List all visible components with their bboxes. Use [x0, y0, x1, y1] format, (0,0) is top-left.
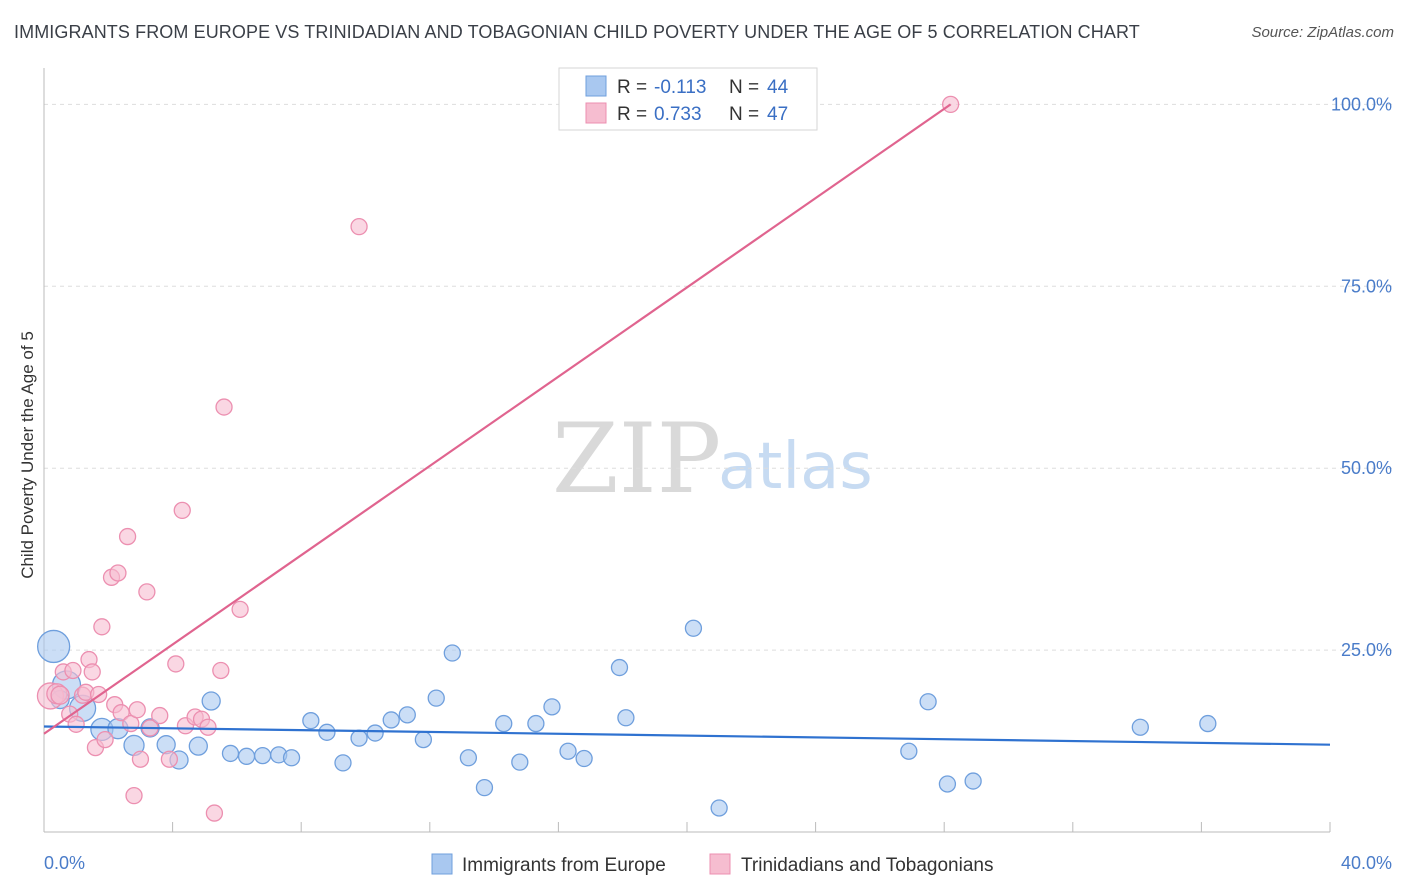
blue-point-34 — [575, 749, 593, 768]
y-axis-label: Child Poverty Under the Age of 5 — [18, 331, 37, 579]
blue-point-44 — [1199, 714, 1217, 733]
blue-point-17 — [302, 712, 320, 730]
blue-point-27 — [459, 749, 478, 767]
series-legend-swatch-pink — [709, 853, 731, 875]
watermark-zip: ZIP — [552, 403, 721, 515]
y-tick-label-25: 25.0% — [1341, 640, 1392, 660]
pink-point-22 — [128, 701, 146, 719]
pink-point-21 — [125, 786, 143, 805]
legend-swatch-blue — [585, 75, 607, 97]
pink-point-2 — [50, 685, 70, 705]
legend-r-label-pink: R = — [617, 104, 647, 125]
blue-point-11 — [201, 691, 221, 711]
blue-point-43 — [1131, 718, 1149, 736]
blue-point-40 — [919, 693, 937, 711]
blue-point-29 — [495, 714, 513, 733]
pink-point-26 — [151, 706, 169, 725]
x-tick-label-min: 0.0% — [44, 853, 85, 873]
blue-point-12 — [221, 744, 240, 763]
series-legend: Immigrants from Europe Trinidadians and … — [431, 853, 993, 876]
x-tick-label-max: 40.0% — [1341, 853, 1392, 873]
legend-n-value-blue: 44 — [767, 77, 789, 98]
watermark-atlas: atlas — [718, 430, 873, 504]
y-tick-label-100: 100.0% — [1331, 94, 1392, 114]
series-legend-label-blue: Immigrants from Europe — [462, 855, 666, 876]
pink-point-34 — [205, 804, 224, 822]
pink-point-14 — [96, 730, 114, 749]
blue-point-24 — [414, 730, 433, 749]
blue-point-26 — [443, 644, 461, 662]
blue-point-30 — [511, 753, 529, 771]
blue-point-31 — [527, 714, 545, 733]
pink-trend-line — [43, 103, 952, 735]
blue-point-13 — [237, 747, 256, 765]
pink-point-36 — [215, 398, 233, 416]
y-tick-label-50: 50.0% — [1341, 458, 1392, 478]
pink-point-27 — [160, 750, 179, 768]
trend-lines — [43, 103, 1331, 746]
blue-point-18 — [318, 723, 336, 741]
y-axis-tick-labels: 25.0% 50.0% 75.0% 100.0% — [1331, 94, 1392, 660]
blue-point-37 — [684, 619, 703, 637]
blue-point-8 — [156, 735, 176, 755]
pink-point-29 — [173, 501, 191, 520]
chart-title: IMMIGRANTS FROM EUROPE VS TRINIDADIAN AN… — [14, 22, 1140, 42]
pink-point-19 — [118, 527, 137, 546]
blue-point-33 — [559, 742, 577, 760]
blue-point-42 — [964, 772, 982, 790]
pink-point-37 — [231, 600, 249, 618]
series-legend-label-pink: Trinidadians and Tobagonians — [741, 855, 993, 876]
blue-point-28 — [475, 778, 494, 797]
blue-point-19 — [334, 754, 352, 772]
blue-point-36 — [617, 709, 635, 727]
pink-point-38 — [350, 217, 368, 236]
pink-point-28 — [167, 655, 185, 673]
legend-swatch-pink — [585, 102, 607, 124]
correlation-legend: R = -0.113 N = 44 R = 0.733 N = 47 — [558, 67, 818, 131]
blue-point-41 — [938, 775, 957, 793]
legend-n-label-pink: N = — [729, 104, 759, 125]
series-legend-swatch-blue — [431, 853, 453, 875]
legend-n-value-pink: 47 — [767, 104, 788, 125]
pink-point-33 — [199, 718, 217, 736]
series-trinidadians-and-tobagonians — [36, 95, 960, 822]
pink-point-13 — [93, 618, 111, 636]
blue-point-20 — [350, 729, 368, 747]
grid-lines — [44, 103, 1392, 651]
blue-point-38 — [710, 799, 728, 817]
blue-trend-line — [43, 725, 1331, 746]
pink-point-10 — [83, 663, 101, 681]
pink-point-6 — [67, 715, 85, 733]
blue-point-14 — [253, 746, 272, 765]
pink-point-5 — [64, 661, 82, 680]
blue-point-35 — [610, 658, 629, 677]
blue-point-39 — [900, 742, 918, 760]
blue-point-22 — [382, 711, 400, 729]
pink-point-23 — [131, 750, 150, 768]
blue-point-10 — [188, 736, 208, 756]
y-tick-label-75: 75.0% — [1341, 276, 1392, 296]
legend-n-label-blue: N = — [729, 77, 759, 98]
source-label: Source: ZipAtlas.com — [1251, 24, 1394, 41]
x-axis-ticks — [172, 822, 1331, 832]
blue-point-32 — [543, 698, 561, 716]
pink-point-17 — [109, 564, 127, 582]
blue-point-16 — [282, 749, 301, 767]
legend-r-label-blue: R = — [617, 77, 647, 98]
legend-r-value-blue: -0.113 — [654, 77, 706, 98]
legend-r-value-pink: 0.733 — [654, 104, 702, 125]
blue-point-23 — [398, 706, 416, 724]
blue-point-0 — [36, 629, 71, 664]
pink-point-35 — [212, 661, 230, 680]
blue-point-25 — [427, 689, 445, 707]
pink-point-24 — [138, 583, 156, 601]
blue-point-21 — [366, 724, 384, 742]
